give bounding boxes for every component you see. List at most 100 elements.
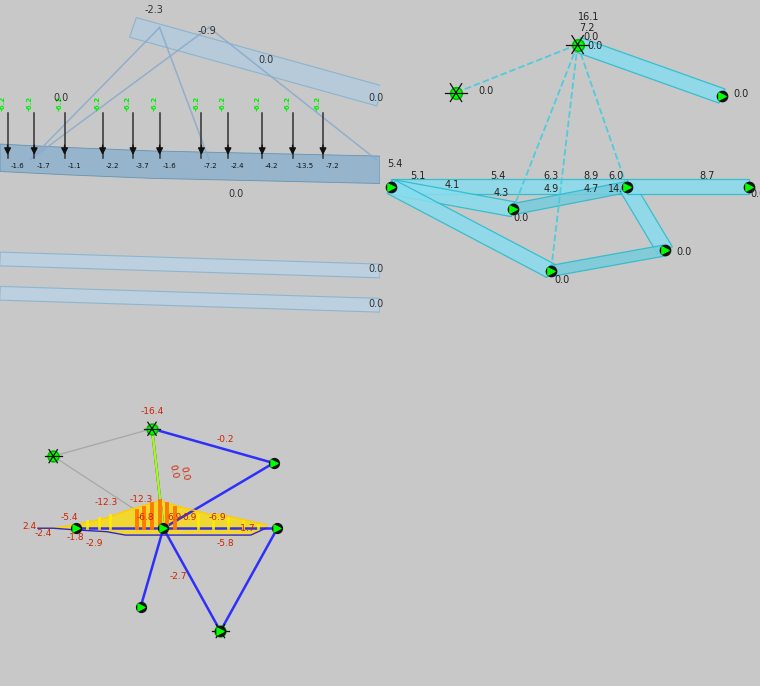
Point [214, 626, 226, 637]
Point [659, 245, 671, 256]
Text: 0.0: 0.0 [584, 32, 599, 42]
Text: 0.0: 0.0 [167, 464, 179, 480]
Text: 6.3: 6.3 [543, 171, 559, 180]
Text: -6.2: -6.2 [0, 96, 6, 112]
Point [450, 87, 462, 98]
Text: 0.0: 0.0 [369, 298, 384, 309]
Text: 0.0: 0.0 [258, 55, 274, 65]
Text: -7.2: -7.2 [325, 163, 339, 169]
Text: -5.8: -5.8 [217, 539, 234, 548]
Point [146, 423, 158, 434]
Polygon shape [387, 180, 556, 278]
Text: 0.0: 0.0 [53, 93, 68, 103]
Text: 0.0: 0.0 [369, 264, 384, 274]
Point [743, 181, 755, 192]
Polygon shape [0, 252, 380, 278]
Text: -6.2: -6.2 [57, 96, 62, 112]
Text: -2.3: -2.3 [144, 5, 163, 15]
Point [621, 181, 633, 192]
Text: 2.4: 2.4 [23, 522, 37, 531]
Text: -6.2: -6.2 [27, 96, 32, 112]
Text: 0.0: 0.0 [479, 86, 494, 96]
Point [545, 265, 557, 276]
Point [135, 602, 147, 613]
Point [659, 245, 671, 256]
Text: 0.9: 0.9 [182, 513, 197, 523]
Text: -13.5: -13.5 [295, 163, 313, 169]
Text: -12.3: -12.3 [95, 498, 119, 507]
Text: 6.9: 6.9 [167, 513, 182, 523]
Polygon shape [0, 144, 380, 183]
Text: -1.7: -1.7 [237, 523, 255, 533]
Point [271, 523, 283, 534]
Text: 0.0: 0.0 [179, 465, 191, 482]
Text: -1.6: -1.6 [163, 163, 176, 169]
Text: -6.2: -6.2 [255, 96, 260, 112]
Text: 0.0: 0.0 [555, 274, 570, 285]
Text: -3.7: -3.7 [135, 163, 150, 169]
Text: -4.2: -4.2 [264, 163, 278, 169]
Point [70, 523, 82, 534]
Point [214, 626, 226, 637]
Text: -6.8: -6.8 [137, 513, 154, 523]
Polygon shape [0, 287, 380, 312]
Text: -1.7: -1.7 [36, 163, 51, 169]
Point [70, 523, 82, 534]
Text: -6.9: -6.9 [209, 513, 226, 523]
Text: 6.0: 6.0 [608, 171, 623, 180]
Text: -16.4: -16.4 [141, 407, 164, 416]
Text: 5.4: 5.4 [388, 158, 403, 169]
Text: 4.3: 4.3 [494, 188, 509, 198]
Text: -6.2: -6.2 [315, 96, 321, 112]
Text: 8.7: 8.7 [699, 171, 714, 180]
Text: -6.2: -6.2 [125, 96, 131, 112]
Point [545, 265, 557, 276]
Polygon shape [511, 182, 629, 215]
Text: -0.2: -0.2 [217, 434, 234, 444]
Text: 0.0: 0.0 [587, 41, 603, 51]
Text: -1.1: -1.1 [68, 163, 81, 169]
Text: -6.2: -6.2 [220, 96, 226, 112]
Text: 0.0: 0.0 [228, 189, 243, 199]
Point [385, 181, 397, 192]
Text: 0.0: 0.0 [733, 89, 749, 99]
Polygon shape [627, 180, 749, 195]
Text: -5.4: -5.4 [61, 513, 78, 523]
Text: 5.4: 5.4 [490, 171, 505, 180]
Polygon shape [619, 183, 673, 254]
Point [157, 523, 169, 534]
Point [507, 204, 519, 215]
Text: -6.2: -6.2 [95, 96, 100, 112]
Text: 8.9: 8.9 [584, 171, 599, 180]
Text: -6.2: -6.2 [194, 96, 199, 112]
Polygon shape [130, 18, 383, 106]
Text: 4.9: 4.9 [543, 185, 559, 195]
Text: 7.2: 7.2 [579, 23, 595, 33]
Point [157, 523, 169, 534]
Text: 4.7: 4.7 [584, 185, 599, 195]
Text: 4.1: 4.1 [445, 180, 460, 191]
Text: 0.0: 0.0 [676, 247, 692, 257]
Point [214, 626, 226, 637]
Polygon shape [575, 38, 725, 103]
Point [572, 39, 584, 50]
Text: -2.2: -2.2 [105, 163, 119, 169]
Text: -6.2: -6.2 [152, 96, 158, 112]
Point [716, 91, 728, 102]
Polygon shape [391, 180, 627, 195]
Text: 0.0: 0.0 [513, 213, 528, 223]
Text: -2.4: -2.4 [231, 163, 244, 169]
Text: -1.6: -1.6 [11, 163, 24, 169]
Text: 14.6: 14.6 [608, 185, 629, 195]
Text: -2.7: -2.7 [169, 571, 187, 581]
Point [268, 458, 280, 469]
Text: 0.0: 0.0 [750, 189, 760, 199]
Text: -7.2: -7.2 [204, 163, 217, 169]
Text: -2.9: -2.9 [85, 539, 103, 548]
Text: -12.3: -12.3 [129, 495, 153, 504]
Point [621, 181, 633, 192]
Point [743, 181, 755, 192]
Point [47, 451, 59, 462]
Point [507, 204, 519, 215]
Text: 0.0: 0.0 [369, 93, 384, 103]
